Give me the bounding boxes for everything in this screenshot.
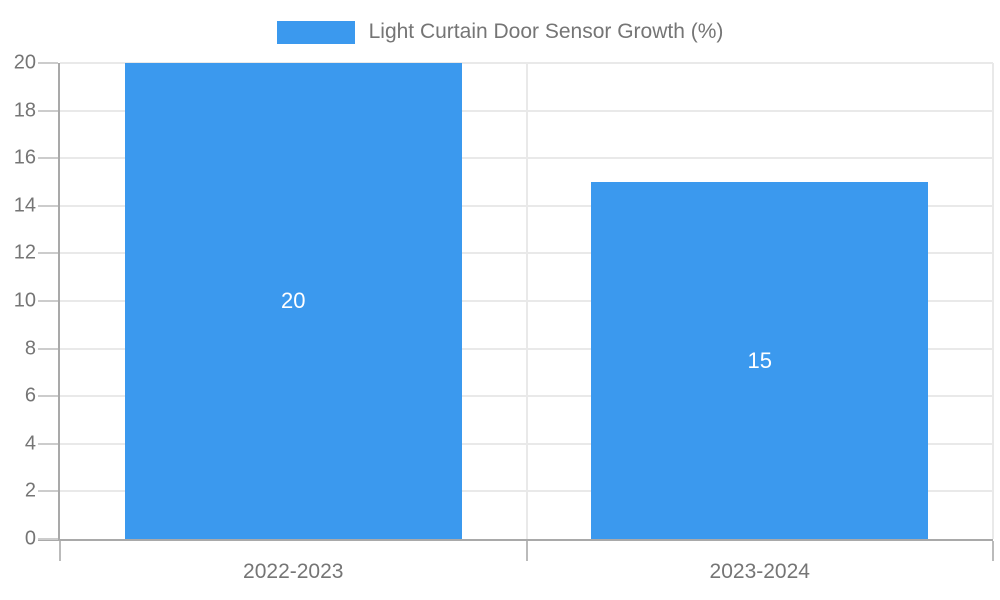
y-axis-tick [38,300,58,302]
category-divider-gridline [992,63,994,539]
x-axis-tick [992,541,994,561]
bar[interactable]: 20 [124,63,462,539]
y-axis-tick [38,204,58,207]
legend[interactable]: Light Curtain Door Sensor Growth (%) [0,17,1000,47]
category-divider-gridline [525,63,528,539]
x-axis-tick [525,541,528,561]
y-axis-tick [38,538,58,540]
legend-swatch [276,20,355,44]
y-axis-tick-label: 2 [24,479,36,502]
x-axis-tick [59,541,61,561]
y-axis-tick-label: 12 [13,241,36,264]
y-axis-tick [38,157,58,160]
x-axis-category-label: 2023-2024 [709,560,810,583]
y-axis-tick [38,490,58,493]
y-axis-tick [38,442,58,445]
y-axis-tick-label: 0 [24,527,36,550]
y-axis-tick [38,62,58,64]
y-axis-tick [38,347,58,350]
y-axis-tick [38,109,58,112]
bar-value-label: 20 [280,288,306,313]
y-axis-tick-label: 16 [13,146,36,169]
bar-value-label: 15 [747,347,772,373]
bar[interactable]: 15 [591,182,929,539]
y-axis-line [58,63,60,539]
y-axis-tick-label: 8 [24,337,36,360]
x-axis-category-label: 2022-2023 [243,560,344,583]
x-axis-line [38,539,993,541]
y-axis-tick [38,395,58,398]
plot-area: 0 2 4 6 8 10 12 14 16 18 20 2022-2023 20 2023-2024 15 [14,52,994,583]
y-axis-tick-label: 20 [13,51,36,74]
y-axis-tick [38,252,58,255]
y-axis-tick-label: 10 [13,289,36,312]
y-axis-tick-label: 14 [13,194,36,217]
y-axis-tick-label: 6 [24,384,36,407]
legend-label: Light Curtain Door Sensor Growth (%) [368,20,724,43]
y-axis-tick-label: 4 [24,432,36,455]
y-axis-tick-label: 18 [13,99,36,122]
